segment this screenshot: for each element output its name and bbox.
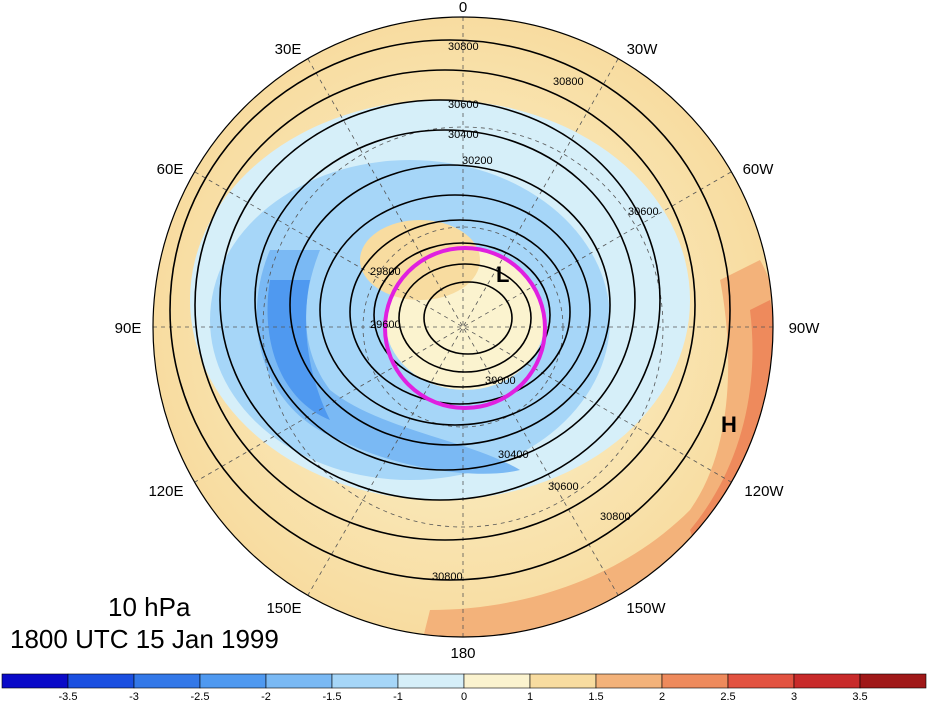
colorbar-box: [661, 673, 729, 689]
contour-label: 30800: [600, 511, 631, 523]
lon-label: 60E: [157, 161, 184, 178]
colorbar-tick-label: -2.5: [191, 691, 210, 702]
contour-label: 30600: [548, 481, 579, 493]
contour-label: 30800: [553, 76, 584, 88]
lon-label: 150E: [266, 600, 301, 617]
contour-label: 30800: [448, 41, 479, 53]
colorbar: -3.5 -3 -2.5 -2 -1.5 -1 0 1 1.5 2 2.5 3 3.5: [1, 673, 927, 702]
contour-label: 30200: [462, 155, 493, 167]
lon-label: 150W: [626, 600, 666, 617]
colorbar-tick-label: 3: [791, 691, 797, 702]
colorbar-box: [265, 673, 333, 689]
colorbar-box: [595, 673, 663, 689]
colorbar-tick-label: 1: [527, 691, 533, 702]
lon-label: 0: [459, 0, 467, 16]
colorbar-tick-label: 2: [659, 691, 665, 702]
lon-label: 30E: [275, 41, 302, 58]
contour-label: 30600: [628, 206, 659, 218]
colorbar-tick-label: -1: [393, 691, 403, 702]
contour-label: 30400: [448, 129, 479, 141]
time-label: 1800 UTC 15 Jan 1999: [10, 624, 279, 654]
colorbar-box: [859, 673, 927, 689]
colorbar-box: [1, 673, 69, 689]
polar-stereographic-map: 30800 30600 30400 30200 30000 29800 2960…: [115, 0, 821, 662]
graticule: [153, 17, 773, 637]
colorbar-labels: -3.5 -3 -2.5 -2 -1.5 -1 0 1 1.5 2 2.5 3 3.5: [59, 691, 868, 702]
colorbar-box: [133, 673, 201, 689]
low-pressure-marker: L: [496, 262, 509, 287]
highlight-circle: [383, 246, 547, 410]
lon-label: 90E: [115, 320, 142, 337]
lon-label: 120E: [148, 483, 183, 500]
colorbar-box: [463, 673, 531, 689]
filled-anomaly-field: [153, 17, 773, 637]
lon-label: 30W: [627, 41, 659, 58]
contour-label: 29600: [370, 319, 401, 331]
lon-label: 180: [450, 645, 475, 662]
level-label: 10 hPa: [108, 592, 191, 622]
colorbar-tick-label: -2: [261, 691, 271, 702]
contour-label: 30800: [432, 571, 463, 583]
lon-label: 60W: [743, 161, 775, 178]
colorbar-box: [727, 673, 795, 689]
contour-label: 30600: [448, 99, 479, 111]
colorbar-box: [331, 673, 399, 689]
colorbar-tick-label: -3: [129, 691, 139, 702]
colorbar-tick-label: 0: [461, 691, 467, 702]
colorbar-box: [199, 673, 267, 689]
colorbar-box: [793, 673, 861, 689]
colorbar-box: [529, 673, 597, 689]
colorbar-boxes: [1, 673, 927, 689]
contour-label-group: 30800 30600 30400 30200 30000 29800 2960…: [370, 41, 659, 583]
contour-label: 30000: [485, 375, 516, 387]
geopotential-contours: [169, 39, 731, 581]
map-boundary: [152, 16, 774, 638]
lon-label: 120W: [744, 483, 784, 500]
colorbar-tick-label: -1.5: [323, 691, 342, 702]
colorbar-box: [67, 673, 135, 689]
colorbar-box: [397, 673, 465, 689]
contour-label: 30400: [498, 449, 529, 461]
contour-label: 29800: [370, 266, 401, 278]
lon-label: 90W: [789, 320, 821, 337]
colorbar-tick-label: 2.5: [720, 691, 735, 702]
high-pressure-marker: H: [721, 412, 737, 437]
longitude-labels: 0 30W 60W 90W 120W 150W 180 150E 120E 90…: [115, 0, 821, 662]
colorbar-tick-label: 3.5: [852, 691, 867, 702]
colorbar-tick-label: 1.5: [588, 691, 603, 702]
colorbar-tick-label: -3.5: [59, 691, 78, 702]
